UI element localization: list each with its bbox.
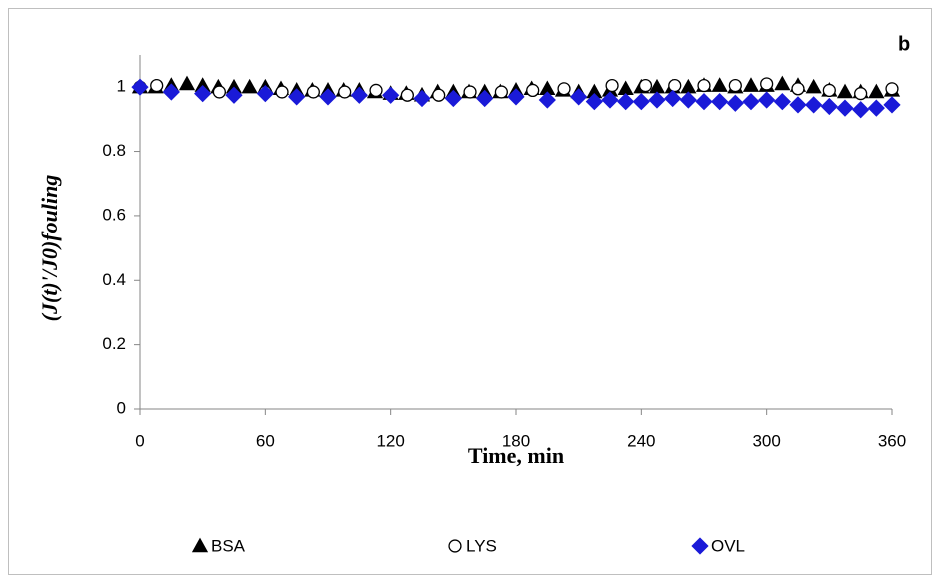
marker	[507, 88, 525, 106]
marker	[742, 93, 760, 111]
marker	[557, 82, 571, 96]
marker	[758, 91, 776, 109]
marker	[150, 78, 164, 93]
marker	[194, 84, 212, 103]
marker	[774, 75, 791, 91]
marker	[852, 101, 870, 119]
marker	[382, 86, 400, 104]
marker	[319, 88, 337, 106]
marker	[728, 78, 742, 93]
marker	[585, 93, 603, 111]
x-tick-label: 120	[376, 431, 404, 450]
legend-label: LYS	[466, 536, 497, 555]
x-tick-label: 360	[878, 431, 906, 450]
marker	[883, 96, 901, 114]
y-tick-label: 0.8	[102, 141, 126, 160]
marker	[178, 75, 196, 91]
marker	[601, 91, 619, 109]
marker	[632, 93, 650, 111]
marker	[432, 88, 446, 102]
marker	[791, 82, 805, 96]
marker	[822, 83, 836, 98]
y-tick-label: 1	[117, 77, 126, 96]
marker	[538, 91, 556, 109]
marker	[617, 93, 635, 111]
x-tick-label: 0	[135, 431, 144, 450]
marker	[648, 91, 666, 109]
y-axis-label: (J(t)'/J0)fouling	[37, 175, 62, 322]
marker	[711, 77, 728, 92]
marker	[697, 78, 711, 93]
marker	[679, 91, 697, 109]
marker	[638, 78, 653, 93]
annotation: b	[898, 33, 910, 55]
legend-marker	[691, 537, 709, 555]
marker	[711, 93, 729, 111]
marker	[760, 77, 774, 91]
x-tick-label: 240	[627, 431, 655, 450]
marker	[664, 89, 682, 108]
marker	[288, 88, 306, 106]
marker	[820, 97, 838, 116]
marker	[413, 89, 431, 108]
y-tick-label: 0.4	[102, 270, 126, 289]
marker	[494, 85, 508, 99]
legend-marker	[191, 537, 209, 553]
marker	[463, 85, 477, 99]
marker	[306, 85, 320, 99]
marker	[256, 84, 274, 103]
marker	[131, 78, 149, 96]
marker	[241, 78, 258, 94]
marker	[338, 85, 352, 99]
marker	[668, 78, 682, 93]
marker	[570, 88, 588, 106]
marker	[162, 83, 180, 101]
marker	[225, 86, 243, 104]
y-tick-label: 0.6	[102, 205, 126, 224]
legend-label: BSA	[211, 536, 246, 555]
marker	[400, 88, 414, 102]
marker	[868, 83, 885, 99]
marker	[444, 89, 462, 108]
marker	[476, 89, 494, 108]
marker	[805, 78, 822, 94]
marker	[805, 96, 823, 114]
marker	[726, 94, 744, 112]
marker	[773, 93, 791, 111]
marker	[867, 99, 885, 117]
x-tick-label: 180	[502, 431, 530, 450]
x-tick-label: 60	[256, 431, 275, 450]
marker	[212, 85, 226, 99]
marker	[605, 78, 619, 93]
marker	[695, 93, 713, 111]
marker	[369, 83, 383, 98]
marker	[885, 82, 899, 96]
y-tick-label: 0	[117, 398, 126, 417]
marker	[742, 77, 760, 92]
legend-marker	[448, 539, 462, 553]
marker	[350, 86, 368, 104]
marker	[836, 83, 854, 99]
marker	[789, 96, 807, 114]
marker	[854, 87, 868, 101]
x-tick-label: 300	[752, 431, 780, 450]
x-axis-label: Time, min	[468, 443, 564, 468]
marker	[836, 99, 854, 117]
marker	[275, 85, 289, 99]
marker	[526, 83, 540, 98]
y-tick-label: 0.2	[102, 334, 126, 353]
legend-label: OVL	[711, 536, 745, 555]
